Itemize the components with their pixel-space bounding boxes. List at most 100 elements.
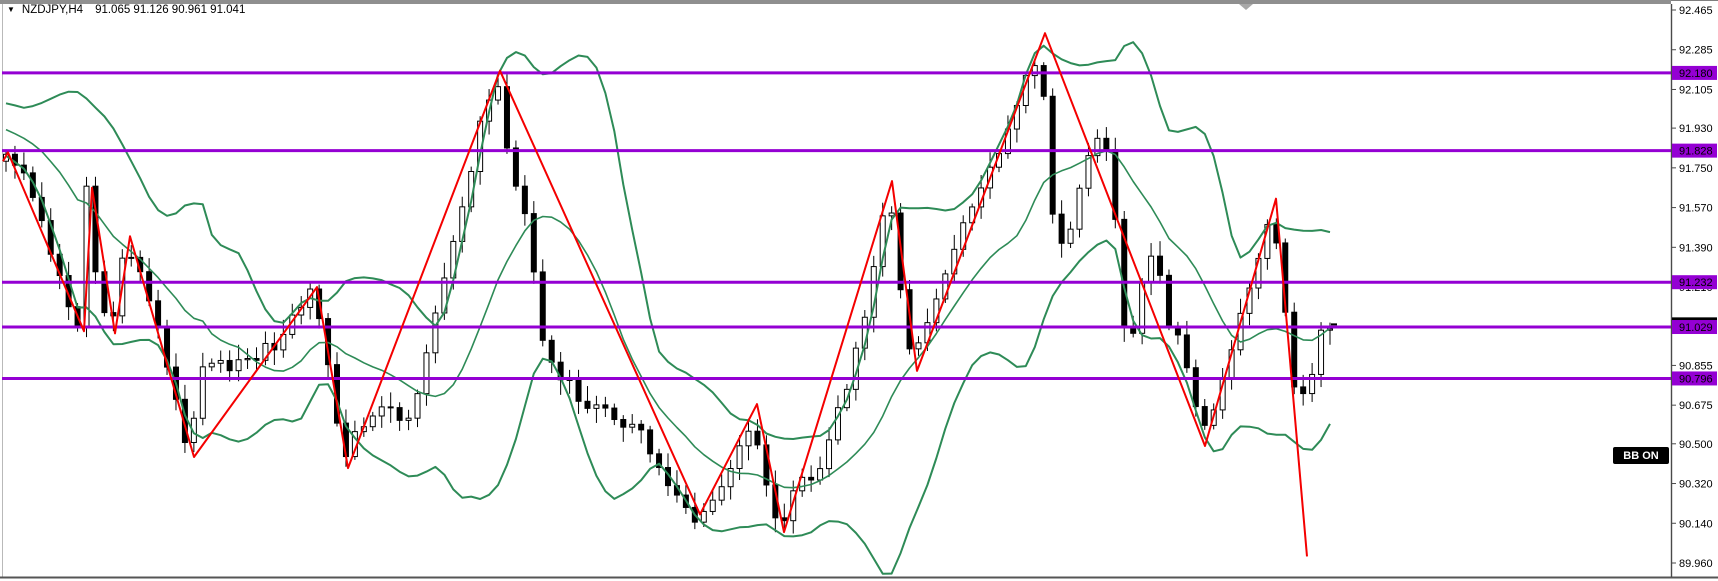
level-label-bg bbox=[1672, 371, 1717, 386]
candle-bearish bbox=[503, 86, 510, 149]
candle-bullish bbox=[1085, 155, 1092, 189]
candle-bearish bbox=[530, 213, 537, 273]
candle-bearish bbox=[620, 418, 627, 428]
candle-bullish bbox=[915, 342, 922, 350]
level-label-bg bbox=[1672, 320, 1717, 335]
candle-bullish bbox=[834, 407, 841, 441]
level-label-bg bbox=[1672, 143, 1717, 158]
candle-bearish bbox=[1157, 255, 1164, 276]
candle-bearish bbox=[656, 453, 663, 469]
axis-tick-label: 91.930 bbox=[1679, 123, 1713, 135]
level-price-label: 90.796 bbox=[1679, 373, 1713, 385]
level-price-label: 91.029 bbox=[1679, 322, 1713, 334]
candle-bearish bbox=[1183, 334, 1190, 369]
candle-bearish bbox=[387, 406, 394, 409]
candle-bearish bbox=[808, 476, 815, 481]
candle-bearish bbox=[1049, 95, 1056, 215]
price-axis[interactable]: 92.465 92.285 92.105 91.930 91.750 91.570 91.3… bbox=[1670, 4, 1718, 577]
candle-bullish bbox=[727, 468, 734, 488]
candle-bearish bbox=[1058, 213, 1065, 244]
candle-bullish bbox=[709, 499, 716, 512]
candle-bearish bbox=[638, 423, 645, 431]
symbol-timeframe-label: NZDJPY,H4 bbox=[21, 4, 84, 16]
candle-bullish bbox=[128, 256, 135, 259]
candle-bullish bbox=[369, 415, 376, 428]
candle-bearish bbox=[647, 429, 654, 455]
candle-bearish bbox=[1192, 367, 1199, 408]
candle-bullish bbox=[423, 352, 430, 395]
axis-tick-label: 90.140 bbox=[1679, 518, 1713, 530]
candle-bullish bbox=[826, 439, 833, 470]
candle-bullish bbox=[1309, 373, 1316, 395]
current-price-marker bbox=[1331, 323, 1337, 326]
candle-bearish bbox=[611, 407, 618, 420]
candle-bullish bbox=[745, 430, 752, 447]
candle-bullish bbox=[262, 342, 269, 361]
candle-bearish bbox=[1201, 406, 1208, 426]
zigzag-line bbox=[2, 32, 1308, 557]
bb-toggle-button[interactable]: BB ON bbox=[1613, 447, 1669, 464]
candle-bearish bbox=[575, 379, 582, 402]
candle-bearish bbox=[1103, 137, 1110, 151]
chart-shift-marker-icon[interactable] bbox=[1239, 4, 1253, 10]
candle-bullish bbox=[1264, 224, 1271, 259]
candle-bullish bbox=[593, 404, 600, 409]
candle-bullish bbox=[1031, 65, 1038, 77]
axis-tick-label: 90.320 bbox=[1679, 479, 1713, 491]
candle-bullish bbox=[1094, 137, 1101, 157]
candle-bullish bbox=[629, 423, 636, 428]
axis-tick-label: 90.675 bbox=[1679, 400, 1713, 412]
candle-bullish bbox=[888, 212, 895, 217]
candle-bullish bbox=[244, 358, 251, 361]
candle-bullish bbox=[432, 312, 439, 354]
ohlc-quote-line: 91.065 91.126 90.961 91.041 bbox=[95, 4, 246, 16]
candle-bullish bbox=[879, 215, 886, 268]
horizontal-scrollbar[interactable] bbox=[0, 0, 1671, 4]
candle-bearish bbox=[226, 359, 233, 372]
level-price-label: 91.828 bbox=[1679, 146, 1713, 158]
candle-bullish bbox=[378, 406, 385, 417]
candle-bullish bbox=[217, 359, 224, 364]
candle-bearish bbox=[1291, 311, 1298, 388]
candle-bullish bbox=[208, 362, 215, 368]
level-label-bg bbox=[1672, 65, 1717, 80]
candle-bullish bbox=[1076, 187, 1083, 230]
axis-tick-label: 91.390 bbox=[1679, 242, 1713, 254]
candle-bullish bbox=[736, 445, 743, 470]
candle-bearish bbox=[539, 271, 546, 341]
price-level-lines bbox=[2, 71, 1671, 380]
candle-bullish bbox=[235, 359, 242, 372]
candle-bullish bbox=[718, 486, 725, 501]
bollinger-lower-line bbox=[5, 154, 1331, 575]
axis-tick-label: 92.465 bbox=[1679, 5, 1713, 17]
candle-bearish bbox=[602, 404, 609, 409]
candle-bullish bbox=[1318, 329, 1325, 375]
axis-tick-label: 91.750 bbox=[1679, 163, 1713, 175]
candle-bullish bbox=[817, 468, 824, 481]
level-label-bg bbox=[1672, 275, 1717, 290]
candle-bullish bbox=[495, 86, 502, 101]
candle-bullish bbox=[1067, 228, 1074, 244]
chart-menu-dropdown-icon[interactable]: ▼ bbox=[7, 5, 15, 14]
candle-bearish bbox=[584, 400, 591, 409]
chart-title: ▼ NZDJPY,H4 91.065 91.126 90.961 91.041 bbox=[7, 4, 245, 16]
level-price-label: 92.180 bbox=[1679, 68, 1713, 80]
candle-bullish bbox=[405, 417, 412, 421]
bollinger-upper-line bbox=[5, 41, 1331, 440]
candle-bearish bbox=[396, 407, 403, 421]
candle-bearish bbox=[1040, 65, 1047, 97]
candle-bearish bbox=[548, 339, 555, 363]
axis-tick-label: 89.960 bbox=[1679, 558, 1713, 570]
candle-bearish bbox=[521, 185, 528, 215]
candle-bullish bbox=[414, 393, 421, 419]
candle-bearish bbox=[781, 517, 788, 522]
candle-bullish bbox=[1148, 255, 1155, 284]
axis-tick-label: 92.285 bbox=[1679, 45, 1713, 57]
candle-bearish bbox=[754, 430, 761, 446]
axis-tick-label: 91.570 bbox=[1679, 203, 1713, 215]
candle-bullish bbox=[790, 490, 797, 522]
axis-tick-label: 90.855 bbox=[1679, 360, 1713, 372]
level-price-label: 91.232 bbox=[1679, 277, 1713, 289]
